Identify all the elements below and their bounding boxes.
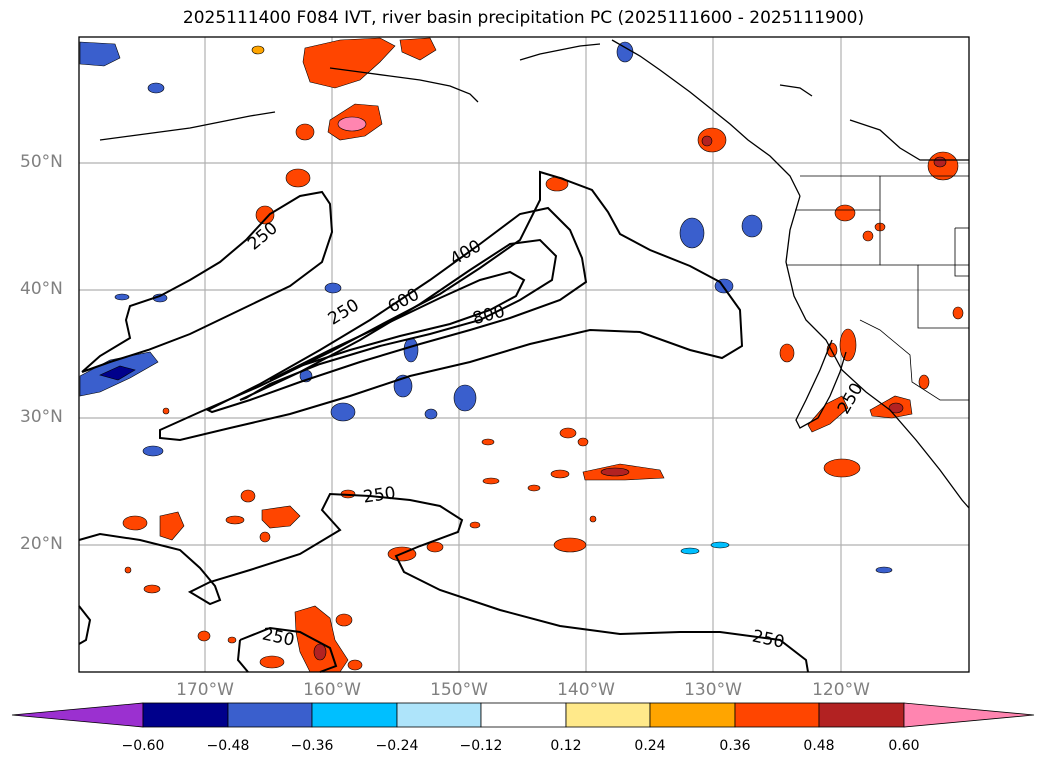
lat-label-30n: 30°N (20, 407, 63, 427)
colorbar-tick: −0.24 (375, 738, 419, 754)
lat-label-40n: 40°N (20, 279, 63, 299)
precip-blobs (79, 37, 964, 673)
map-frame (78, 36, 970, 673)
contour-label: 250 (750, 626, 786, 652)
colorbar-bin (734, 702, 820, 728)
colorbar-under-arrow (11, 702, 144, 728)
colorbar-over-arrow (903, 702, 1035, 728)
contour-label: 800 (471, 302, 508, 330)
colorbar-bin (565, 702, 651, 728)
contour-label: 250 (244, 218, 282, 254)
contour-label: 250 (325, 295, 363, 329)
ivt-contours (78, 170, 809, 673)
colorbar-tick: −0.12 (459, 738, 503, 754)
colorbar-tick: 0.12 (550, 738, 582, 754)
colorbar-bin (649, 702, 736, 728)
colorbar-tick: 0.24 (634, 738, 666, 754)
colorbar-tick: −0.60 (121, 738, 165, 754)
lon-label-150w: 150°W (430, 680, 488, 700)
lon-label-120w: 120°W (812, 680, 870, 700)
gridlines (79, 37, 969, 672)
lon-label-160w: 160°W (303, 680, 361, 700)
map-title: 2025111400 F084 IVT, river basin precipi… (182, 8, 865, 28)
colorbar-tick: −0.36 (290, 738, 334, 754)
colorbar-tick: 0.60 (888, 738, 920, 754)
colorbar-bin (818, 702, 905, 728)
colorbar-bin (311, 702, 398, 728)
colorbar-bin (227, 702, 313, 728)
lon-label-140w: 140°W (557, 680, 615, 700)
contour-label: 250 (260, 624, 296, 650)
lon-label-130w: 130°W (684, 680, 742, 700)
colorbar-tick: 0.48 (803, 738, 835, 754)
colorbar (11, 702, 1035, 728)
colorbar-bin (142, 702, 229, 728)
state-borders (786, 175, 969, 401)
colorbar-bin (396, 702, 482, 728)
colorbar-tick: −0.48 (206, 738, 250, 754)
lon-label-170w: 170°W (176, 680, 234, 700)
colorbar-bin (480, 702, 567, 728)
colorbar-tick: 0.36 (719, 738, 751, 754)
contour-labels: 250 400 600 800 250 250 250 250 250 (244, 218, 867, 652)
lat-label-20n: 20°N (20, 534, 63, 554)
coastlines (99, 39, 970, 509)
contour-label: 250 (362, 483, 397, 507)
lat-label-50n: 50°N (20, 152, 63, 172)
